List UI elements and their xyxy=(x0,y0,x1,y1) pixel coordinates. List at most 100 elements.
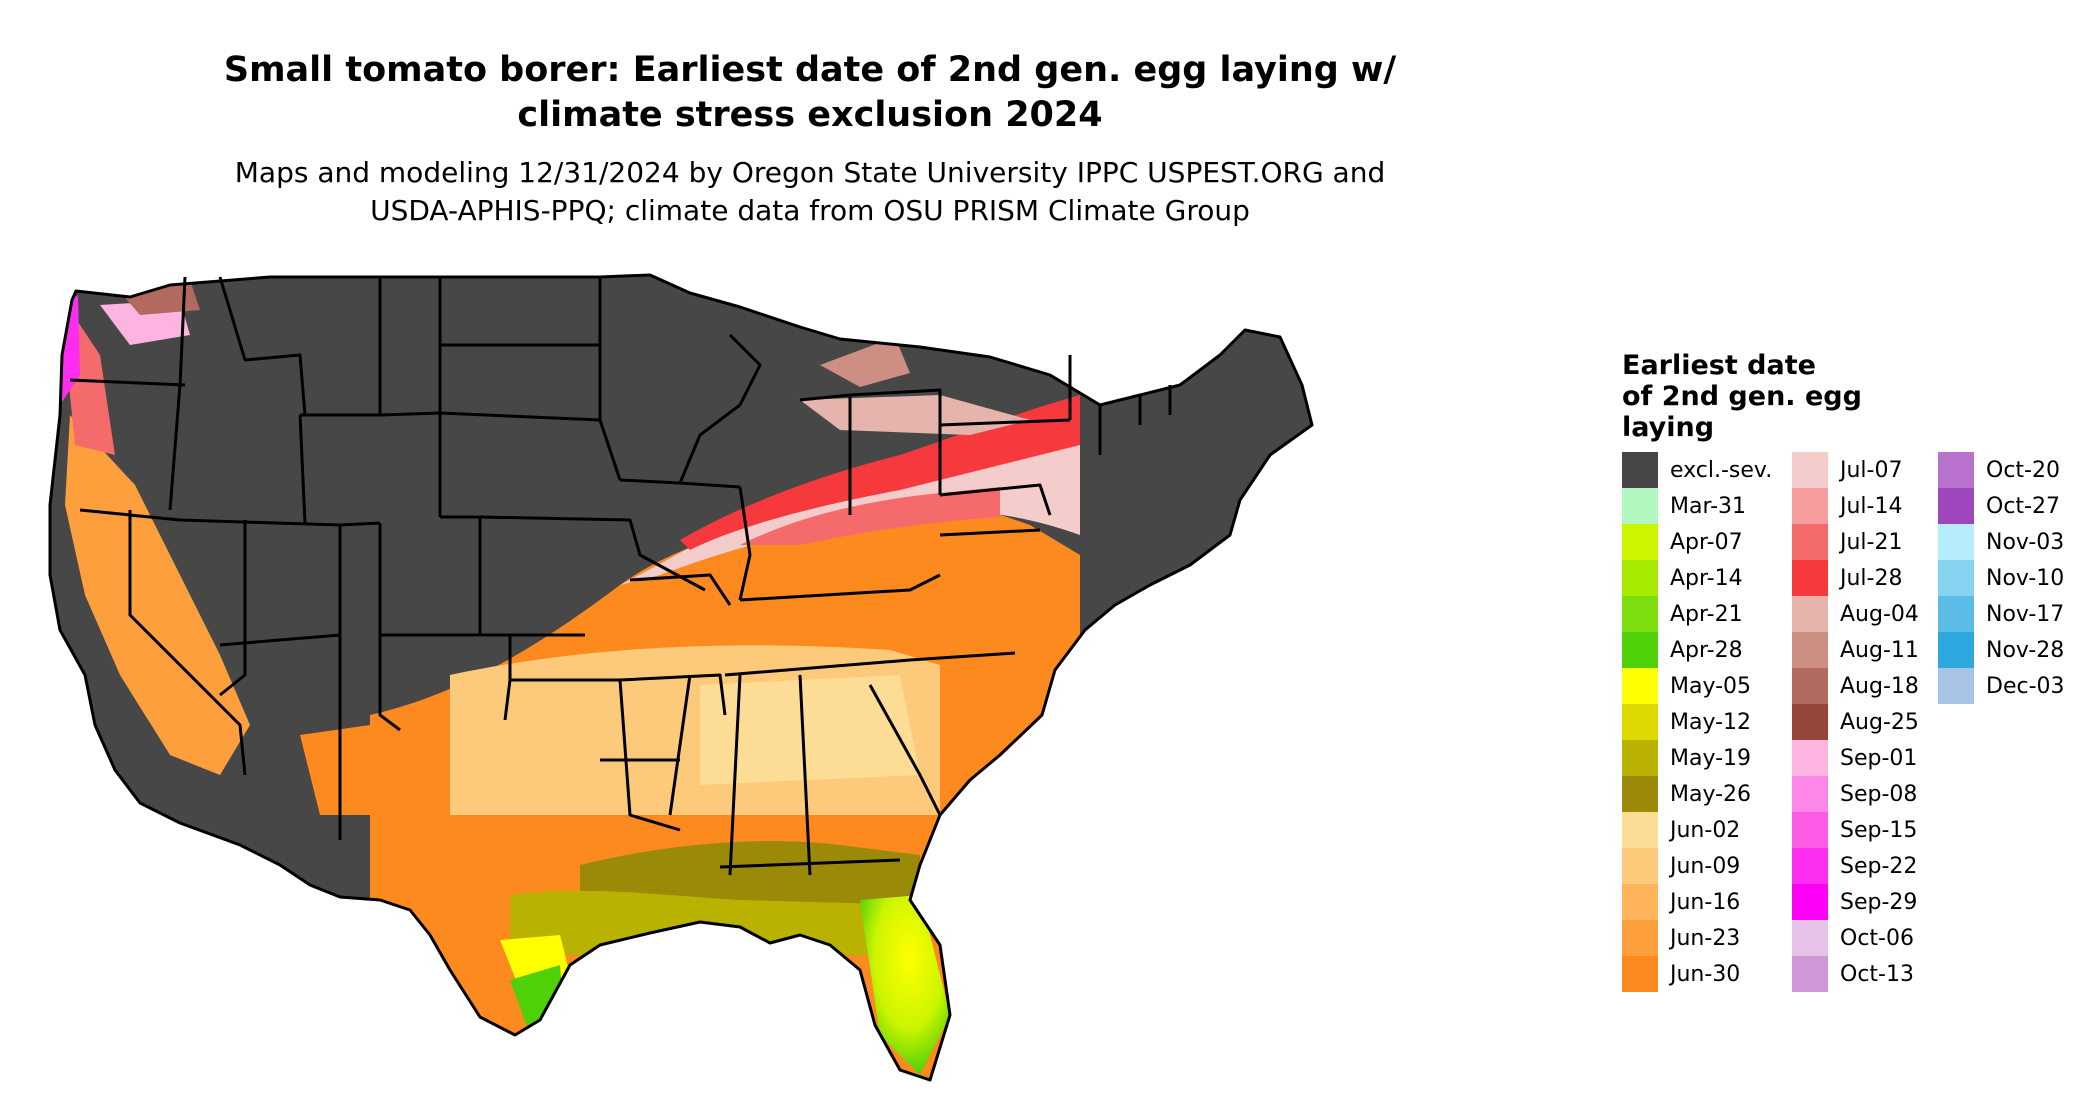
legend-label: May-12 xyxy=(1670,709,1752,735)
legend-swatch xyxy=(1622,812,1658,848)
legend-item: Oct-27 xyxy=(1938,488,2065,524)
legend-label: Aug-25 xyxy=(1840,709,1919,735)
legend-swatch xyxy=(1938,524,1974,560)
legend-item: Jul-07 xyxy=(1792,452,1919,488)
legend-label: Apr-07 xyxy=(1670,529,1743,555)
legend-label: Sep-08 xyxy=(1840,781,1918,807)
legend-label: Sep-29 xyxy=(1840,889,1918,915)
legend-item: Sep-22 xyxy=(1792,848,1919,884)
legend-item: Apr-14 xyxy=(1622,560,1772,596)
legend-item: Nov-03 xyxy=(1938,524,2065,560)
legend-swatch xyxy=(1792,812,1828,848)
legend-swatch xyxy=(1622,632,1658,668)
legend-item: Jul-21 xyxy=(1792,524,1919,560)
legend-label: Sep-22 xyxy=(1840,853,1918,879)
legend-label: Jul-07 xyxy=(1840,457,1903,483)
legend-label: Jun-09 xyxy=(1670,853,1741,879)
legend-label: Jun-02 xyxy=(1670,817,1741,843)
legend-swatch xyxy=(1792,704,1828,740)
legend-item: Apr-21 xyxy=(1622,596,1772,632)
legend-label: Nov-17 xyxy=(1986,601,2065,627)
legend-item: Oct-20 xyxy=(1938,452,2065,488)
legend-item: May-12 xyxy=(1622,704,1772,740)
legend-label: excl.-sev. xyxy=(1670,457,1773,483)
legend-swatch xyxy=(1938,632,1974,668)
legend-swatch xyxy=(1622,668,1658,704)
legend-item: Aug-25 xyxy=(1792,704,1919,740)
legend-swatch xyxy=(1792,488,1828,524)
legend-label: May-05 xyxy=(1670,673,1752,699)
legend-swatch xyxy=(1792,632,1828,668)
legend-item: Sep-01 xyxy=(1792,740,1919,776)
legend-swatch xyxy=(1792,668,1828,704)
legend-swatch xyxy=(1792,524,1828,560)
legend-label: Apr-21 xyxy=(1670,601,1743,627)
legend-swatch xyxy=(1938,488,1974,524)
legend-label: Nov-03 xyxy=(1986,529,2065,555)
legend-swatch xyxy=(1622,560,1658,596)
legend-label: Apr-28 xyxy=(1670,637,1743,663)
legend-item: Aug-18 xyxy=(1792,668,1919,704)
legend-swatch xyxy=(1622,488,1658,524)
legend-swatch xyxy=(1792,596,1828,632)
legend-label: Jun-30 xyxy=(1670,961,1741,987)
legend-label: Sep-01 xyxy=(1840,745,1918,771)
legend-swatch xyxy=(1938,452,1974,488)
legend-label: Oct-20 xyxy=(1986,457,2060,483)
legend-swatch xyxy=(1792,848,1828,884)
legend-item: excl.-sev. xyxy=(1622,452,1772,488)
legend-item: Jun-09 xyxy=(1622,848,1772,884)
legend-item: Nov-17 xyxy=(1938,596,2065,632)
legend-item: May-19 xyxy=(1622,740,1772,776)
legend-item: Nov-10 xyxy=(1938,560,2065,596)
legend-item: Nov-28 xyxy=(1938,632,2065,668)
legend-item: Dec-03 xyxy=(1938,668,2065,704)
legend-item: May-26 xyxy=(1622,776,1772,812)
legend-label: Oct-06 xyxy=(1840,925,1914,951)
legend-swatch xyxy=(1622,524,1658,560)
legend-title: Earliest date of 2nd gen. egg laying xyxy=(1622,350,1862,443)
legend-item: Jun-16 xyxy=(1622,884,1772,920)
legend-item: Apr-07 xyxy=(1622,524,1772,560)
legend-label: Dec-03 xyxy=(1986,673,2065,699)
legend-swatch xyxy=(1622,740,1658,776)
legend-item: Jul-14 xyxy=(1792,488,1919,524)
legend-swatch xyxy=(1938,560,1974,596)
legend-label: Aug-18 xyxy=(1840,673,1919,699)
legend-item: Jun-02 xyxy=(1622,812,1772,848)
legend-swatch xyxy=(1938,596,1974,632)
map-subtitle: Maps and modeling 12/31/2024 by Oregon S… xyxy=(234,156,1386,227)
legend-item: May-05 xyxy=(1622,668,1772,704)
legend-item: Jun-30 xyxy=(1622,956,1772,992)
legend-column-3: Oct-20 Oct-27 Nov-03 Nov-10 Nov-17 Nov-2… xyxy=(1938,452,2065,704)
legend-label: Jul-28 xyxy=(1840,565,1903,591)
legend-label: Oct-13 xyxy=(1840,961,1914,987)
legend-item: Apr-28 xyxy=(1622,632,1772,668)
legend-label: May-19 xyxy=(1670,745,1752,771)
legend-label: Nov-10 xyxy=(1986,565,2065,591)
legend-label: Sep-15 xyxy=(1840,817,1918,843)
legend-item: Oct-13 xyxy=(1792,956,1919,992)
legend-item: Aug-04 xyxy=(1792,596,1919,632)
legend-label: Jul-14 xyxy=(1840,493,1903,519)
legend-swatch xyxy=(1792,740,1828,776)
map-shading xyxy=(50,275,1312,1080)
legend-item: Jul-28 xyxy=(1792,560,1919,596)
state-boundaries xyxy=(48,273,1314,1082)
legend-swatch xyxy=(1792,776,1828,812)
legend-item: Sep-29 xyxy=(1792,884,1919,920)
legend-swatch xyxy=(1622,848,1658,884)
legend-swatch xyxy=(1622,776,1658,812)
legend-swatch xyxy=(1622,920,1658,956)
map-title: Small tomato borer: Earliest date of 2nd… xyxy=(223,50,1397,135)
legend-label: May-26 xyxy=(1670,781,1752,807)
legend-item: Aug-11 xyxy=(1792,632,1919,668)
legend-label: Jun-16 xyxy=(1670,889,1741,915)
legend-swatch xyxy=(1622,704,1658,740)
legend-item: Sep-08 xyxy=(1792,776,1919,812)
legend-swatch xyxy=(1792,884,1828,920)
legend-label: Jun-23 xyxy=(1670,925,1741,951)
legend-swatch xyxy=(1622,956,1658,992)
legend-item: Oct-06 xyxy=(1792,920,1919,956)
legend-swatch xyxy=(1792,956,1828,992)
